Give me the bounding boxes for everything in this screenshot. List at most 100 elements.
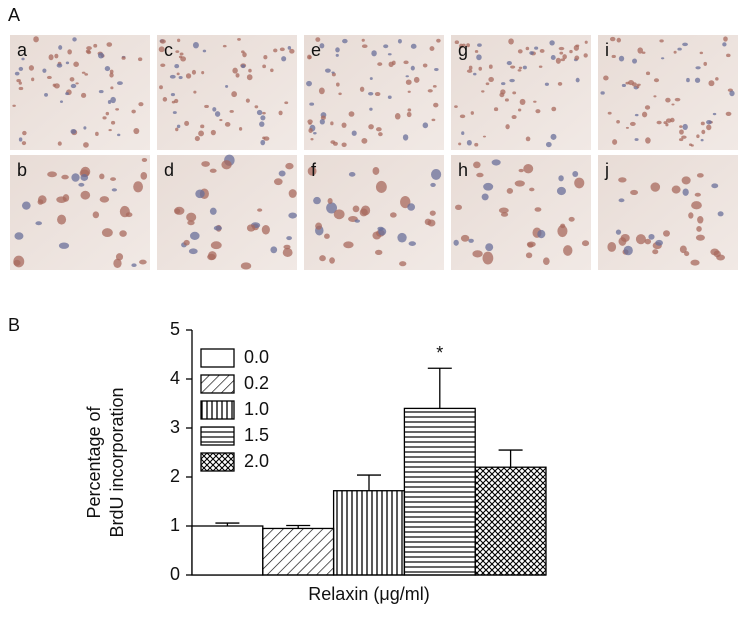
cell-nucleus [453,239,459,246]
cell-nucleus [200,124,205,129]
cell-nucleus [729,90,735,97]
cell-nucleus [241,64,246,69]
cell-nucleus [474,142,479,147]
cell-nucleus [131,263,137,268]
cell-nucleus [485,82,490,86]
cell-nucleus [662,230,670,237]
cell-nucleus [245,98,250,103]
cell-nucleus [710,248,720,256]
cell-nucleus [569,49,573,54]
cell-nucleus [509,78,515,83]
cell-nucleus [618,177,627,183]
cell-nucleus [726,53,731,58]
cell-nucleus [174,63,180,69]
cell-nucleus [113,258,122,269]
cell-nucleus [514,180,525,187]
cell-nucleus [715,77,719,81]
y-tick-label: 2 [170,466,180,486]
cell-nucleus [307,119,313,124]
cell-nucleus [138,102,144,107]
cell-nucleus [378,227,387,236]
cell-nucleus [407,108,412,112]
cell-nucleus [172,111,177,114]
cell-nucleus [422,122,429,129]
cell-nucleus [493,107,499,112]
cell-nucleus [329,257,335,264]
cell-nucleus [159,39,166,44]
cell-nucleus [701,129,706,135]
cell-nucleus [279,47,285,52]
cell-nucleus [387,95,392,99]
cell-nucleus [246,224,256,232]
cell-nucleus [723,36,728,42]
cell-nucleus [133,127,140,135]
cell-nucleus [652,249,659,255]
image-label: d [164,160,174,180]
cell-nucleus [335,53,339,57]
cell-nucleus [574,177,585,189]
cell-nucleus [315,222,322,230]
cell-nucleus [229,109,234,113]
cell-nucleus [706,119,712,125]
cell-nucleus [375,180,387,193]
cell-nucleus [716,254,725,261]
cell-nucleus [712,112,717,116]
cell-nucleus [518,168,524,173]
cell-nucleus [506,187,514,194]
cell-nucleus [430,182,436,187]
cell-nucleus [369,77,373,80]
cell-nucleus [433,102,439,108]
cell-nucleus [335,82,340,87]
cell-nucleus [378,132,383,137]
cell-nucleus [183,239,190,246]
cell-nucleus [653,95,657,98]
legend-swatch [200,374,235,394]
cell-nucleus [320,115,326,121]
cell-nucleus [12,104,16,107]
cell-nucleus [584,40,588,44]
cell-nucleus [195,189,205,199]
cell-nucleus [641,51,646,54]
cell-nucleus [557,81,563,86]
cell-nucleus [368,92,374,96]
cell-nucleus [665,118,672,123]
cell-nucleus [558,46,565,51]
cell-nucleus [607,111,612,115]
cell-nucleus [581,240,590,247]
cell-nucleus [140,172,148,180]
cell-nucleus [560,223,566,229]
cell-nucleus [22,130,27,136]
cell-nucleus [671,185,681,194]
cell-nucleus [505,124,510,130]
cell-nucleus [405,75,409,78]
error-bar [286,524,311,529]
cell-nucleus [476,54,482,61]
cell-nucleus [214,111,221,117]
cell-nucleus [208,251,217,260]
cell-nucleus [58,45,63,50]
cell-nucleus [262,136,266,140]
cell-nucleus [481,193,489,201]
cell-nucleus [572,170,579,177]
cell-nucleus [372,166,380,175]
cell-nucleus [222,44,227,48]
cell-nucleus [175,50,180,53]
cell-nucleus [263,54,268,60]
cell-nucleus [86,46,92,51]
cell-nucleus [70,83,77,89]
cell-nucleus [616,37,621,43]
cell-nucleus [397,232,407,243]
cell-nucleus [375,127,382,132]
error-bar [357,474,381,491]
cell-nucleus [558,175,564,182]
cell-nucleus [361,138,368,144]
cell-nucleus [648,233,655,240]
cell-nucleus [660,57,665,60]
y-tick-label: 5 [170,319,180,339]
cell-nucleus [459,114,466,119]
cell-nucleus [241,50,245,54]
cell-nucleus [539,49,545,53]
cell-nucleus [477,43,482,47]
cell-nucleus [71,173,80,182]
